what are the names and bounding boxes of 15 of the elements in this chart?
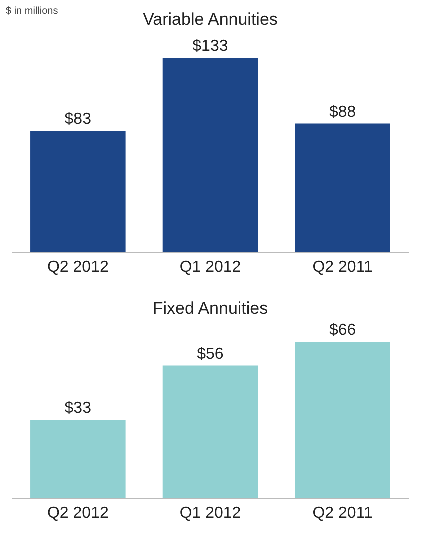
chart-title: Variable Annuities	[143, 10, 278, 29]
data-label: $33	[64, 400, 92, 418]
data-label: $66	[329, 322, 356, 340]
data-label: $83	[64, 111, 92, 128]
x-tick-label: Q1 2012	[180, 259, 242, 276]
x-tick-label: Q2 2011	[312, 259, 374, 276]
x-tick-label: Q2 2011	[312, 505, 374, 522]
x-tick-label: Q2 2012	[47, 505, 109, 522]
data-label: $56	[197, 346, 224, 363]
data-label: $88	[329, 104, 356, 121]
x-tick-label: Q1 2012	[180, 505, 242, 522]
x-tick-label: Q2 2012	[47, 259, 109, 276]
chart-title: Fixed Annuities	[152, 299, 268, 318]
text: $ in millions	[6, 6, 58, 17]
data-label: $133	[192, 38, 228, 56]
